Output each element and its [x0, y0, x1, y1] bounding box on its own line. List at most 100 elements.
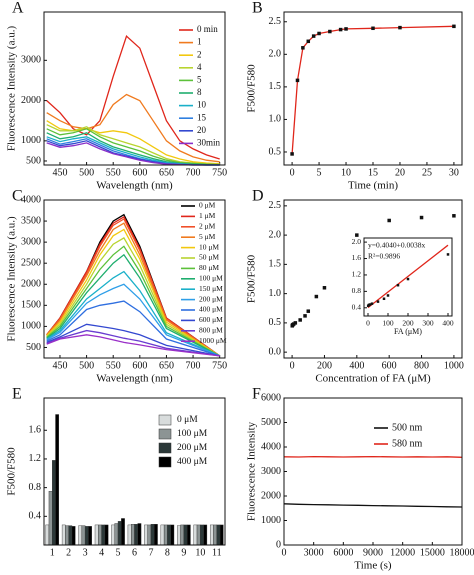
bar: [203, 524, 208, 546]
x-tick-label: 500: [79, 360, 94, 371]
legend-label: 100 μM: [199, 274, 223, 283]
x-tick-label: 650: [159, 360, 174, 371]
legend-label: 0 min: [197, 24, 218, 34]
line: [46, 138, 220, 166]
line: [46, 228, 221, 357]
x-tick-label: 4: [99, 547, 104, 558]
legend-label: 2: [197, 49, 202, 59]
legend-label: 200 μM: [199, 294, 223, 303]
bar: [68, 525, 73, 546]
bar: [127, 524, 132, 546]
bar: [117, 521, 122, 546]
point: [419, 215, 424, 220]
legend-label: 50 μM: [199, 253, 219, 262]
legend-label: 20: [197, 125, 207, 135]
x-tick-label: 400: [349, 360, 364, 371]
panel-label: B: [252, 0, 263, 17]
panel-label: C: [12, 188, 23, 205]
y-tick-label: 0.0: [269, 346, 282, 357]
y-tick-label: 3000: [21, 236, 41, 247]
annotation: y=0.4040+0.0038x: [368, 241, 425, 250]
legend-label: 0 μM: [177, 415, 198, 425]
legend-label: 10: [197, 100, 207, 110]
bar: [144, 524, 148, 546]
legend-label: 0 μM: [199, 201, 216, 210]
line: [46, 136, 220, 166]
x-axis-label: Wavelength (nm): [96, 373, 173, 385]
x-tick-label: 3: [83, 547, 88, 558]
legend-label: 8: [197, 87, 202, 97]
y-tick-label: 0: [276, 539, 281, 550]
y-tick-label: 1.5: [269, 81, 282, 92]
point: [311, 34, 316, 38]
x-tick-label: 10: [195, 547, 205, 558]
panel-label: F: [252, 386, 261, 403]
bar: [61, 524, 66, 546]
bar: [101, 524, 106, 546]
y-tick-label: 500: [26, 155, 41, 166]
bar: [131, 524, 135, 546]
bar: [88, 526, 92, 546]
y-tick-label: 2000: [261, 490, 281, 501]
y-axis-label: Fluorescence Intensity (a.u.): [6, 26, 18, 152]
x-tick-label: 550: [106, 167, 121, 178]
line: [46, 245, 221, 357]
x-tick-label: 10: [341, 167, 351, 178]
y-tick-label: 1.6: [29, 425, 42, 436]
x-tick-label: 25: [422, 167, 432, 178]
x-tick-label: 20: [395, 167, 405, 178]
legend-label: 1000 μM: [199, 336, 227, 345]
x-tick-label: 750: [212, 360, 227, 371]
point: [298, 318, 302, 322]
legend-label: 600 μM: [199, 315, 223, 324]
y-tick-label: 1.0: [269, 114, 282, 125]
y-tick-label: 1000: [21, 135, 41, 146]
x-tick-label: 9: [181, 547, 186, 558]
point: [446, 253, 450, 256]
x-tick-label: 700: [186, 360, 201, 371]
point: [306, 309, 311, 313]
bar: [48, 491, 53, 546]
y-axis-label: F500/F580: [6, 447, 18, 496]
y-tick-label: 2.0: [269, 49, 282, 60]
x-tick-label: 8: [165, 547, 170, 558]
plot-frame: [283, 11, 463, 166]
bar: [65, 525, 69, 546]
bar: [177, 525, 181, 546]
bar: [147, 524, 152, 546]
x-tick-label: 9000: [363, 547, 383, 558]
x-tick-label: 6: [132, 547, 137, 558]
bar: [55, 414, 60, 546]
point: [306, 39, 311, 44]
x-axis-label: FA (μM): [394, 327, 422, 336]
legend-label: 100 μM: [177, 429, 208, 439]
point: [355, 233, 359, 237]
y-tick-label: 500: [26, 342, 41, 353]
x-tick-label: 450: [52, 360, 67, 371]
legend-label: 150 μM: [199, 284, 223, 293]
x-tick-label: 12000: [390, 547, 415, 558]
annotation: R²=0.9896: [368, 252, 400, 261]
x-tick-label: 30: [449, 167, 459, 178]
point: [406, 277, 410, 281]
x-tick-label: 3000: [304, 547, 324, 558]
bar: [137, 523, 142, 546]
x-axis-label: Wavelength (nm): [96, 180, 173, 192]
line: [46, 270, 220, 357]
bar: [200, 524, 204, 546]
y-tick-label: 2.5: [269, 200, 282, 211]
bar: [78, 525, 83, 546]
legend-label: 80 μM: [199, 263, 219, 272]
point: [396, 283, 400, 287]
bar: [170, 524, 175, 546]
bar: [154, 524, 158, 546]
legend-label: 580 nm: [392, 438, 423, 449]
x-tick-label: 18000: [450, 547, 474, 558]
panel-label: A: [12, 0, 24, 17]
bar: [45, 524, 50, 546]
legend-label: 15: [197, 112, 207, 122]
x-tick-label: 550: [106, 360, 121, 371]
bar: [209, 524, 214, 546]
x-tick-label: 0: [282, 547, 287, 558]
